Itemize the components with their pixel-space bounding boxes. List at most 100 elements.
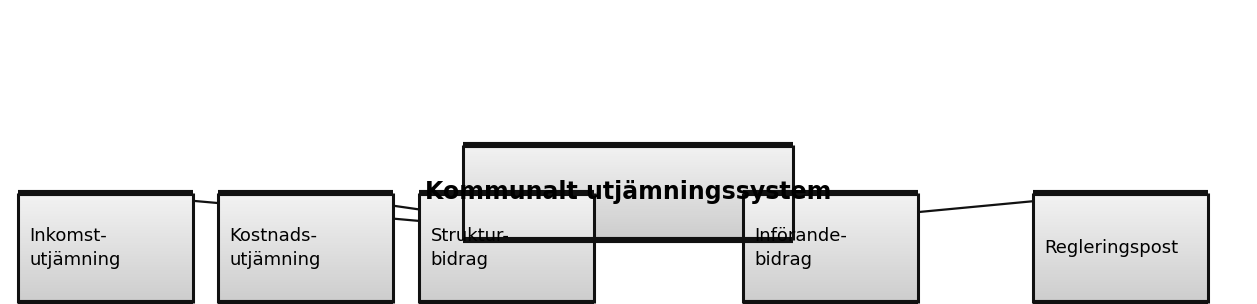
- Bar: [217, 225, 392, 226]
- Bar: [419, 262, 593, 264]
- Bar: [217, 286, 392, 288]
- Bar: [463, 202, 793, 203]
- Bar: [1032, 291, 1208, 292]
- Bar: [1032, 196, 1208, 198]
- Bar: [463, 181, 793, 183]
- Bar: [1032, 289, 1208, 291]
- Bar: [743, 293, 918, 295]
- Bar: [743, 274, 918, 276]
- Bar: [463, 232, 793, 234]
- Bar: [217, 277, 392, 279]
- Bar: [743, 200, 918, 202]
- Bar: [463, 161, 793, 163]
- Bar: [743, 248, 918, 250]
- Bar: [1032, 284, 1208, 286]
- Bar: [217, 218, 392, 219]
- Bar: [1032, 238, 1208, 240]
- Bar: [419, 280, 593, 282]
- Bar: [743, 277, 918, 279]
- Bar: [18, 209, 192, 211]
- Bar: [18, 300, 192, 302]
- Bar: [743, 201, 918, 203]
- Bar: [419, 225, 593, 226]
- Bar: [18, 281, 192, 283]
- Bar: [217, 247, 392, 248]
- Bar: [1032, 236, 1208, 237]
- Bar: [18, 262, 192, 264]
- Bar: [18, 203, 192, 205]
- Bar: [18, 226, 192, 228]
- Bar: [1032, 292, 1208, 294]
- Bar: [419, 291, 593, 292]
- Bar: [1032, 222, 1208, 224]
- Bar: [743, 208, 918, 210]
- Bar: [463, 194, 793, 196]
- Bar: [463, 153, 793, 154]
- Bar: [463, 184, 793, 185]
- Bar: [743, 252, 918, 254]
- Bar: [1032, 262, 1208, 264]
- Bar: [18, 302, 192, 303]
- Bar: [743, 292, 918, 294]
- Bar: [18, 259, 192, 261]
- Bar: [1032, 248, 1208, 250]
- Bar: [1032, 281, 1208, 283]
- Bar: [419, 215, 593, 217]
- Bar: [217, 209, 392, 211]
- Bar: [463, 190, 793, 191]
- Bar: [1032, 226, 1208, 228]
- Bar: [463, 225, 793, 227]
- Bar: [419, 256, 593, 258]
- Bar: [217, 234, 392, 236]
- Bar: [743, 229, 918, 231]
- Bar: [419, 199, 593, 200]
- Bar: [18, 222, 192, 224]
- Bar: [1032, 243, 1208, 244]
- Bar: [743, 219, 918, 221]
- Bar: [1032, 267, 1208, 269]
- Bar: [743, 255, 918, 257]
- Bar: [18, 248, 192, 250]
- Bar: [1032, 256, 1208, 258]
- Bar: [1032, 282, 1208, 284]
- Bar: [217, 214, 392, 216]
- Bar: [463, 172, 793, 174]
- Bar: [743, 225, 918, 226]
- Bar: [18, 270, 192, 272]
- Bar: [217, 222, 392, 224]
- Bar: [743, 296, 918, 298]
- Bar: [463, 175, 793, 177]
- Bar: [18, 284, 192, 286]
- Bar: [743, 206, 918, 207]
- Bar: [419, 285, 593, 287]
- Bar: [18, 244, 192, 246]
- Bar: [419, 218, 593, 219]
- Bar: [18, 282, 192, 284]
- Bar: [743, 199, 918, 200]
- Bar: [743, 262, 918, 264]
- Bar: [419, 200, 593, 202]
- Bar: [1032, 273, 1208, 275]
- Bar: [1032, 285, 1208, 287]
- Bar: [217, 245, 392, 247]
- Bar: [419, 278, 593, 280]
- Bar: [217, 248, 392, 250]
- Bar: [743, 218, 918, 219]
- Bar: [743, 263, 918, 265]
- Bar: [463, 179, 793, 181]
- Bar: [743, 234, 918, 236]
- Bar: [419, 227, 593, 229]
- Bar: [743, 243, 918, 244]
- Bar: [743, 226, 918, 228]
- Bar: [217, 196, 392, 198]
- Bar: [743, 196, 918, 198]
- Bar: [217, 267, 392, 269]
- Bar: [1032, 249, 1208, 251]
- Bar: [419, 236, 593, 237]
- Bar: [419, 270, 593, 272]
- Bar: [463, 193, 793, 195]
- Bar: [419, 267, 593, 269]
- Bar: [463, 171, 793, 172]
- Bar: [419, 243, 593, 244]
- Bar: [419, 259, 593, 261]
